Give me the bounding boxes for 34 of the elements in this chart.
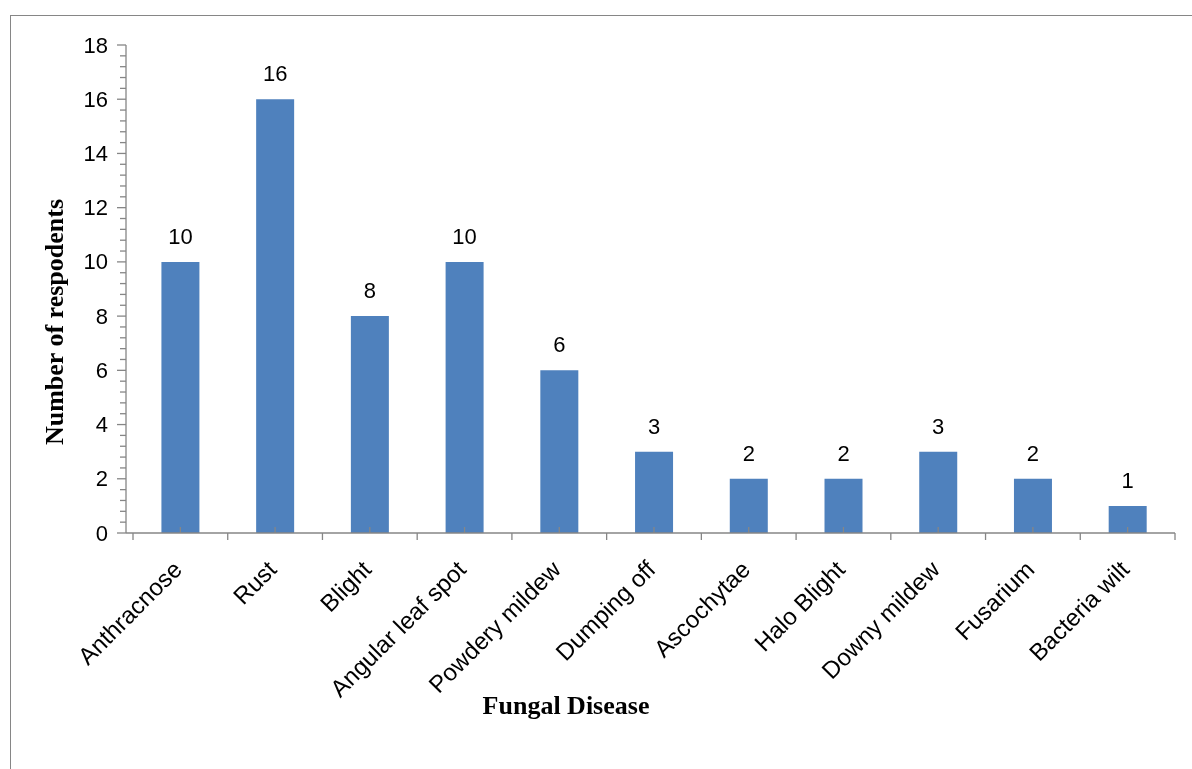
bar bbox=[540, 370, 579, 533]
bar bbox=[1013, 478, 1052, 533]
bar bbox=[729, 478, 768, 533]
bar bbox=[256, 99, 295, 533]
y-tick-label: 18 bbox=[83, 32, 108, 58]
y-tick-label: 4 bbox=[95, 412, 108, 438]
y-tick-label: 14 bbox=[83, 140, 108, 166]
y-tick-label: 2 bbox=[95, 466, 108, 492]
data-label: 2 bbox=[742, 440, 755, 466]
bar bbox=[1108, 505, 1147, 533]
data-label: 8 bbox=[363, 278, 376, 304]
data-label: 16 bbox=[262, 61, 288, 87]
data-label: 3 bbox=[647, 413, 661, 439]
data-label: 1 bbox=[1121, 467, 1134, 493]
bar bbox=[824, 478, 863, 533]
bar bbox=[161, 261, 200, 533]
data-label: 3 bbox=[932, 413, 945, 439]
y-tick-label: 6 bbox=[95, 357, 108, 383]
x-axis-title: Fungal Disease bbox=[482, 691, 650, 721]
bar bbox=[350, 316, 389, 533]
y-tick-label: 0 bbox=[95, 520, 108, 546]
y-tick-label: 16 bbox=[83, 86, 108, 112]
data-label: 6 bbox=[553, 332, 566, 358]
data-label: 10 bbox=[168, 223, 193, 249]
y-tick-label: 10 bbox=[83, 249, 108, 275]
bar bbox=[919, 451, 958, 533]
y-tick-label: 12 bbox=[83, 195, 108, 221]
y-axis-title: Number of respodents bbox=[40, 198, 70, 446]
bar bbox=[445, 261, 484, 533]
y-tick-label: 8 bbox=[95, 303, 108, 329]
data-label: 2 bbox=[1026, 440, 1040, 466]
bar bbox=[635, 451, 674, 533]
data-label: 10 bbox=[452, 223, 477, 249]
data-label: 2 bbox=[837, 440, 850, 466]
